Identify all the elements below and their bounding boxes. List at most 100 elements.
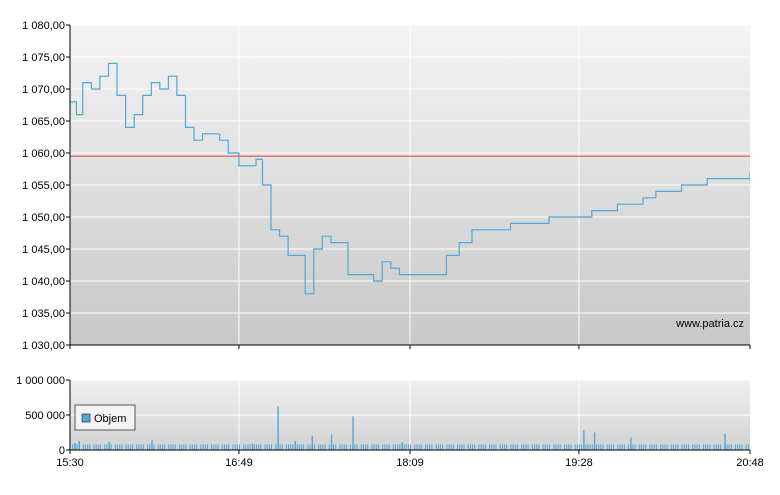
volume-bar xyxy=(97,444,99,450)
volume-bar xyxy=(611,444,612,450)
volume-bar xyxy=(587,444,589,450)
volume-bar xyxy=(181,444,183,450)
volume-bar xyxy=(121,444,123,450)
volume-bar xyxy=(523,444,525,450)
price-y-tick-label: 1 030,00 xyxy=(22,340,65,352)
volume-bar xyxy=(677,444,679,450)
volume-bar xyxy=(463,444,465,450)
volume-bar xyxy=(662,444,664,450)
volume-bar xyxy=(536,444,538,450)
volume-bar xyxy=(692,444,694,450)
volume-bar xyxy=(303,444,305,450)
volume-bar xyxy=(730,444,732,450)
volume-bar xyxy=(499,444,501,450)
volume-spike-bar xyxy=(352,416,354,450)
volume-bar xyxy=(715,444,717,450)
volume-bar xyxy=(395,444,396,450)
volume-bar xyxy=(589,444,591,450)
volume-bar xyxy=(172,444,174,450)
volume-bar xyxy=(643,444,645,450)
volume-bar xyxy=(403,444,405,450)
volume-bar xyxy=(275,444,277,450)
volume-bar xyxy=(606,444,608,450)
volume-bar xyxy=(450,444,452,450)
volume-bar xyxy=(467,444,469,450)
volume-bar xyxy=(514,444,516,450)
volume-bar xyxy=(446,444,448,450)
volume-bar xyxy=(138,444,140,450)
volume-bar xyxy=(645,444,647,450)
volume-bar xyxy=(735,444,736,450)
watermark: www.patria.cz xyxy=(675,318,744,330)
volume-spike-bar xyxy=(401,442,403,450)
volume-bar xyxy=(140,444,142,450)
volume-bar xyxy=(271,444,272,450)
volume-bar xyxy=(363,444,364,450)
volume-bar xyxy=(570,444,572,450)
volume-bar xyxy=(578,444,580,450)
volume-bar xyxy=(544,444,546,450)
volume-bar xyxy=(256,444,257,450)
price-y-tick-label: 1 060,00 xyxy=(22,148,65,160)
volume-bar xyxy=(367,444,369,450)
volume-bar xyxy=(670,444,672,450)
volume-bar xyxy=(452,444,454,450)
volume-bar xyxy=(365,444,367,450)
price-y-tick-label: 1 080,00 xyxy=(22,20,65,32)
volume-bar xyxy=(410,444,411,450)
volume-bar xyxy=(318,444,320,450)
volume-spike-bar xyxy=(311,436,313,450)
volume-bar xyxy=(292,444,294,450)
volume-bar xyxy=(745,444,747,450)
volume-spike-bar xyxy=(593,432,596,450)
volume-bar xyxy=(247,444,249,450)
volume-bar xyxy=(99,444,101,450)
volume-bar xyxy=(157,444,159,450)
volume-bar xyxy=(623,444,625,450)
volume-bar xyxy=(420,444,422,450)
volume-bar xyxy=(258,444,260,450)
volume-bar xyxy=(281,444,283,450)
volume-bar xyxy=(581,444,583,450)
volume-bar xyxy=(388,444,390,450)
volume-bar xyxy=(268,444,270,450)
volume-bar xyxy=(183,444,185,450)
volume-bar xyxy=(377,444,379,450)
volume-spike-bar xyxy=(277,406,279,450)
volume-bar xyxy=(243,444,245,450)
volume-bar xyxy=(531,444,533,450)
volume-bar xyxy=(164,444,166,450)
volume-bar xyxy=(617,444,619,450)
volume-y-tick-label: 500 000 xyxy=(25,410,65,422)
volume-bar xyxy=(728,444,730,450)
volume-spike-bar xyxy=(108,441,110,450)
volume-bar xyxy=(343,444,345,450)
volume-bar xyxy=(371,444,373,450)
volume-bar xyxy=(356,444,358,450)
volume-bar xyxy=(600,444,602,450)
volume-bar xyxy=(215,444,217,450)
volume-bar xyxy=(705,444,707,450)
volume-bar xyxy=(245,444,247,450)
volume-bar xyxy=(491,444,493,450)
volume-bar xyxy=(608,444,610,450)
x-tick-label: 15:30 xyxy=(56,457,84,469)
volume-bar xyxy=(741,444,743,450)
volume-spike-bar xyxy=(724,433,726,450)
volume-bar xyxy=(320,444,322,450)
legend-swatch xyxy=(81,413,91,423)
volume-bar xyxy=(132,444,133,450)
volume-bar xyxy=(288,444,290,450)
volume-bar xyxy=(425,444,426,450)
volume-bar xyxy=(459,444,461,450)
volume-bar xyxy=(87,444,89,450)
x-tick-label: 20:48 xyxy=(736,457,764,469)
volume-bar xyxy=(457,444,458,450)
volume-bar xyxy=(557,444,559,450)
volume-bar xyxy=(333,444,334,450)
volume-bar xyxy=(397,444,399,450)
volume-bar xyxy=(666,444,668,450)
volume-bar xyxy=(598,444,600,450)
volume-bar xyxy=(228,444,230,450)
volume-bar xyxy=(119,444,121,450)
